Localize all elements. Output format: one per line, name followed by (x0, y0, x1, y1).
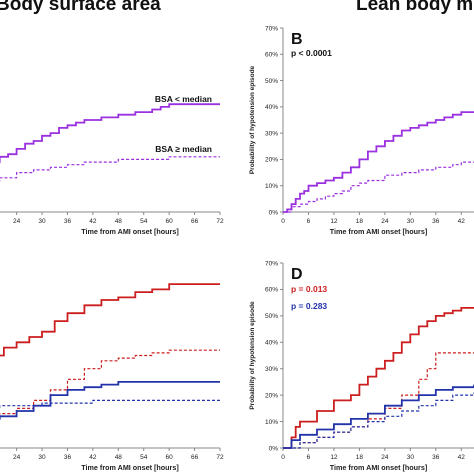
series-line-1 (283, 111, 474, 213)
chart-panel-b: 0 6 12 18 24 30 36 42 Time from AMI onset [hours… (249, 25, 474, 236)
y-tick-label: 20% (265, 392, 278, 399)
x-tick-label: 24 (13, 454, 21, 461)
x-tick-label: 60 (166, 454, 174, 461)
chart-panel-d: 0 6 12 18 24 30 36 42 Time from AMI onset [hours… (249, 260, 474, 472)
x-tick-label: 24 (381, 218, 389, 225)
y-tick-label: 0% (269, 445, 279, 452)
series-line-3 (0, 381, 220, 420)
x-axis-label: Time from AMI onset [hours] (81, 463, 178, 472)
y-tick-label: 70% (265, 25, 278, 32)
x-tick-label: 42 (89, 218, 97, 225)
x-axis-label: Time from AMI onset [hours] (81, 227, 178, 236)
x-axis-label: Time from AMI onset [hours] (330, 227, 427, 236)
series-line-2 (283, 161, 474, 213)
series-line-4 (283, 392, 474, 449)
x-tick-label: 66 (191, 454, 199, 461)
chart-panel-a: 24 30 36 42 48 54 60 66 72 Time from AMI onset [h… (0, 94, 224, 236)
series-line-4 (0, 399, 220, 409)
p-value-label: p = 0.013 (291, 284, 327, 294)
y-tick-label: 50% (265, 78, 278, 85)
y-axis-label: Probability of hypotension episode (249, 65, 256, 174)
series-line-1 (283, 307, 474, 449)
y-tick-label: 70% (265, 260, 278, 267)
series-annotation: BSA < median (155, 94, 212, 104)
x-tick-label: 18 (356, 454, 364, 461)
x-tick-label: 72 (216, 454, 224, 461)
x-tick-label: 48 (115, 218, 123, 225)
panel-letter: B (291, 31, 303, 48)
x-tick-label: 42 (458, 218, 466, 225)
x-tick-label: 0 (281, 218, 285, 225)
series-line-2 (0, 349, 220, 417)
x-tick-label: 6 (307, 218, 311, 225)
x-tick-label: 30 (38, 454, 46, 461)
p-value-label: p < 0.0001 (291, 48, 332, 58)
series-annotation: BSA ≥ median (155, 144, 212, 154)
y-tick-label: 0% (269, 209, 279, 216)
x-tick-label: 36 (64, 454, 72, 461)
y-tick-label: 40% (265, 104, 278, 111)
chart-panel-c: 24 30 36 42 48 54 60 66 72 Time from AMI onset [h… (0, 283, 224, 472)
x-tick-label: 24 (381, 454, 389, 461)
x-tick-label: 54 (140, 218, 148, 225)
y-tick-label: 10% (265, 183, 278, 190)
y-tick-label: 60% (265, 52, 278, 59)
panel-title-left: Body surface area (0, 0, 161, 15)
series-line-3 (283, 384, 474, 449)
x-tick-label: 24 (13, 218, 21, 225)
x-tick-label: 66 (191, 218, 199, 225)
panel-letter: D (291, 266, 303, 283)
y-tick-label: 10% (265, 419, 278, 426)
x-tick-label: 12 (330, 218, 338, 225)
p-value-label: p = 0.283 (291, 301, 327, 311)
y-tick-label: 20% (265, 157, 278, 164)
x-tick-label: 36 (432, 218, 440, 225)
y-tick-label: 30% (265, 366, 278, 373)
y-axis-label: Probability of hypotension episode (249, 301, 256, 410)
x-tick-label: 72 (216, 218, 224, 225)
series-line-2 (283, 352, 474, 449)
y-tick-label: 30% (265, 130, 278, 137)
x-tick-label: 30 (407, 454, 415, 461)
x-tick-label: 6 (307, 454, 311, 461)
series-line-1 (0, 103, 220, 163)
x-axis-label: Time from AMI onset [hours] (330, 463, 427, 472)
panel-title-right: Lean body m (356, 0, 474, 15)
x-tick-label: 12 (330, 454, 338, 461)
y-tick-label: 60% (265, 287, 278, 294)
x-tick-label: 0 (281, 454, 285, 461)
x-tick-label: 48 (115, 454, 123, 461)
y-tick-label: 50% (265, 313, 278, 320)
x-tick-label: 42 (89, 454, 97, 461)
x-tick-label: 54 (140, 454, 148, 461)
y-tick-label: 40% (265, 340, 278, 347)
x-tick-label: 60 (166, 218, 174, 225)
series-line-2 (0, 156, 220, 182)
x-tick-label: 36 (64, 218, 72, 225)
x-tick-label: 30 (407, 218, 415, 225)
series-line-1 (0, 283, 220, 357)
x-tick-label: 42 (458, 454, 466, 461)
x-tick-label: 30 (38, 218, 46, 225)
x-tick-label: 36 (432, 454, 440, 461)
x-tick-label: 18 (356, 218, 364, 225)
